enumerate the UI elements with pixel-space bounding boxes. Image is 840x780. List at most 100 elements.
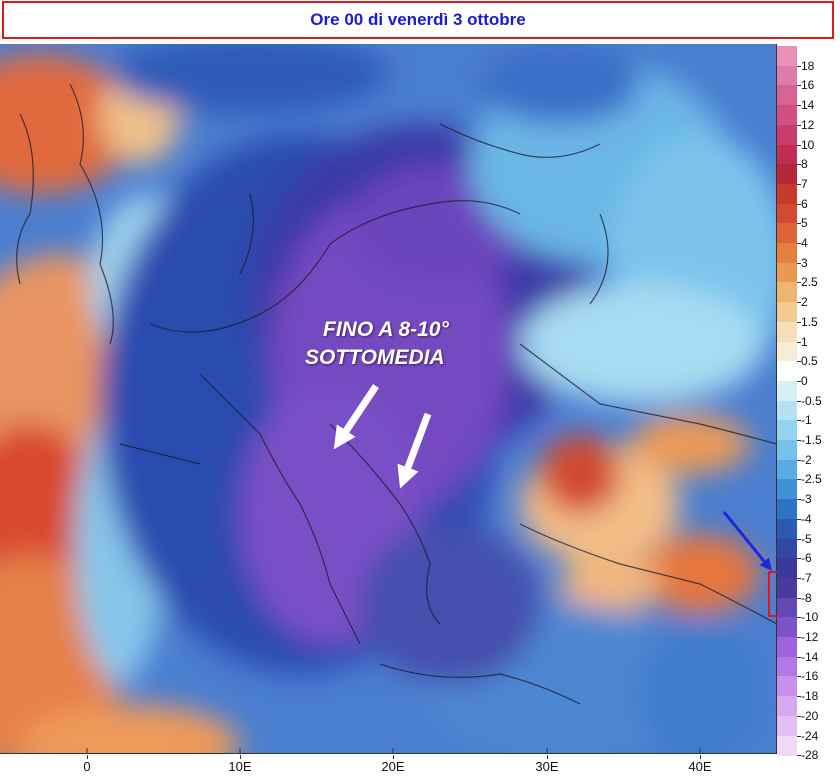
x-axis-tick <box>87 755 88 759</box>
legend-tick <box>797 203 801 205</box>
legend-tick <box>797 479 801 481</box>
legend-tick <box>797 597 801 599</box>
legend-swatch <box>777 243 797 264</box>
legend-tick <box>797 637 801 638</box>
map-graticule-ticks <box>86 748 701 753</box>
legend-swatch <box>777 518 797 539</box>
legend-swatch <box>777 696 797 717</box>
x-axis-label: 0 <box>83 759 91 774</box>
legend-swatch <box>777 715 797 736</box>
legend-label: 0.5 <box>801 354 818 369</box>
legend-label: -5 <box>801 531 812 546</box>
legend-swatch <box>777 164 797 185</box>
x-axis-tick <box>700 755 701 759</box>
legend-tick <box>797 558 801 560</box>
legend-swatch <box>777 577 797 599</box>
legend-label: -20 <box>801 708 819 723</box>
legend-tick <box>797 302 801 304</box>
x-axis-label: 40E <box>688 759 712 774</box>
legend-label: -1.5 <box>801 433 822 447</box>
legend-swatch <box>777 321 797 342</box>
anomaly-annotation: FINO A 8-10° SOTTOMEDIA <box>305 316 449 372</box>
legend-tick <box>797 459 801 461</box>
annotation-line2: SOTTOMEDIA <box>305 346 445 369</box>
x-axis-tick <box>240 755 241 759</box>
legend-swatch <box>777 65 797 86</box>
legend-swatch <box>777 262 797 283</box>
legend-label: 18 <box>801 58 815 73</box>
x-axis-label: 30E <box>535 759 559 774</box>
legend-label: -10 <box>801 610 819 625</box>
legend-label: -12 <box>801 630 819 644</box>
legend-label: -6 <box>801 551 812 566</box>
x-axis-tick <box>393 755 394 759</box>
legend-swatch <box>777 282 797 303</box>
legend-swatch <box>777 656 797 677</box>
legend-tick <box>797 65 801 67</box>
legend-label: 10 <box>801 137 815 152</box>
legend-swatch <box>777 341 797 362</box>
legend-swatch <box>777 361 797 382</box>
legend-label: -16 <box>801 669 819 684</box>
legend-swatch <box>777 85 797 106</box>
legend-label: -28 <box>801 748 819 763</box>
legend-tick <box>797 715 801 717</box>
legend-label: 0 <box>801 373 808 388</box>
legend-label: 14 <box>801 98 815 113</box>
annotation-line1: FINO A 8-10° <box>323 318 449 341</box>
legend-tick <box>797 282 801 284</box>
legend-tick <box>797 321 801 323</box>
legend-swatch <box>777 459 797 480</box>
legend-tick <box>797 243 801 244</box>
legend-tick <box>797 144 801 146</box>
legend-tick <box>797 262 801 264</box>
legend-swatch <box>777 597 797 618</box>
legend-tick <box>797 656 801 658</box>
legend-label: 1 <box>801 334 808 349</box>
legend-tick <box>797 518 801 520</box>
legend-tick <box>797 341 801 343</box>
temperature-anomaly-map <box>0 44 776 753</box>
legend-tick <box>797 440 801 441</box>
legend-swatch <box>777 440 797 461</box>
legend-tick <box>797 755 801 757</box>
legend-swatch <box>777 735 797 756</box>
legend-label: -3 <box>801 492 812 507</box>
title-bar: Ore 00 di venerdì 3 ottobre <box>2 1 834 39</box>
legend-swatch <box>777 124 797 145</box>
legend-tick <box>797 420 801 422</box>
legend-label: 2.5 <box>801 275 818 290</box>
legend-label: -18 <box>801 689 819 704</box>
legend-swatch <box>777 637 797 658</box>
legend-tick <box>797 499 801 501</box>
legend-tick <box>797 183 801 185</box>
legend-swatch <box>777 46 797 67</box>
legend-swatch <box>777 105 797 126</box>
x-axis: 0 10E 20E 30E 40E <box>0 755 777 780</box>
legend-tick <box>797 223 801 225</box>
legend-swatch <box>777 380 797 402</box>
legend-label: 5 <box>801 216 808 231</box>
legend-swatch <box>777 479 797 500</box>
legend-swatch <box>777 144 797 165</box>
x-axis-label: 20E <box>381 759 405 774</box>
legend-label: -14 <box>801 649 819 664</box>
color-legend: 18 16 14 12 10 8 7 6 5 4 3 2.5 2 1.5 1 0.5 0 -0.5 -1 -1.5 -2… <box>777 44 840 761</box>
legend-swatch <box>777 203 797 224</box>
legend-swatch <box>777 499 797 520</box>
legend-label: -2.5 <box>801 472 822 487</box>
map-frame <box>0 44 777 754</box>
legend-tick <box>797 577 801 579</box>
legend-swatch <box>777 400 797 421</box>
legend-swatch <box>777 617 797 638</box>
legend-tick <box>797 538 801 540</box>
legend-swatch <box>777 558 797 579</box>
map-title: Ore 00 di venerdì 3 ottobre <box>310 10 526 29</box>
legend-tick <box>797 400 801 402</box>
legend-label: -0.5 <box>801 393 822 408</box>
legend-tick <box>797 105 801 107</box>
legend-tick <box>797 617 801 619</box>
coastlines <box>16 83 776 705</box>
legend-swatch <box>777 302 797 323</box>
legend-swatch <box>777 676 797 697</box>
